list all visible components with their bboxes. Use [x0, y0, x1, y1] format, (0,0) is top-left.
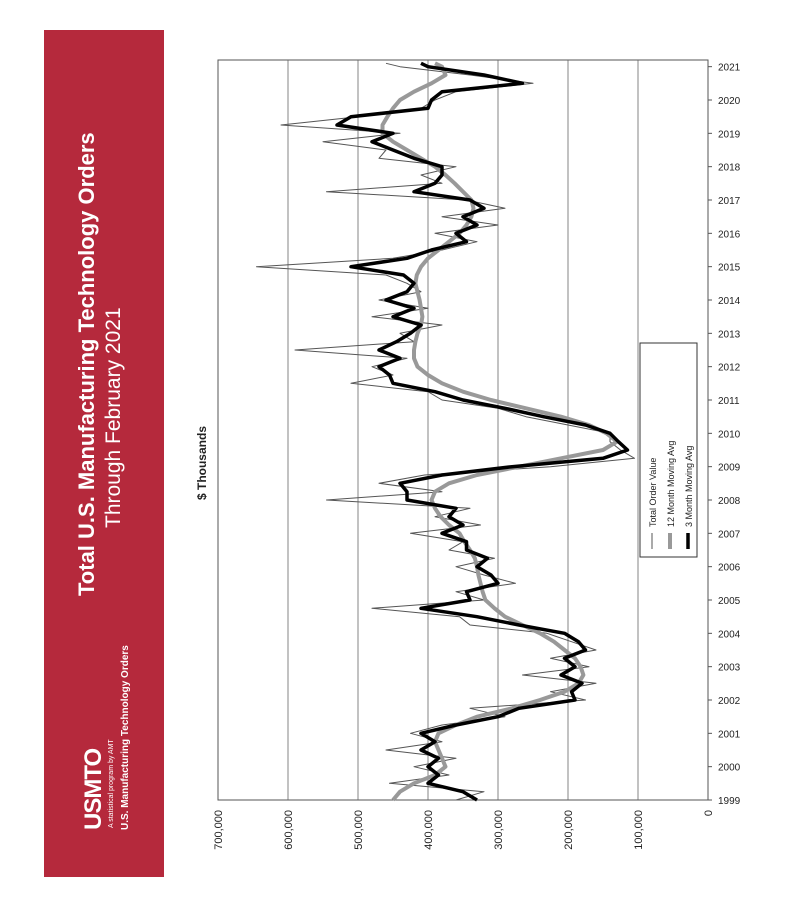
- y-tick-label: 600,000: [283, 810, 295, 850]
- x-tick-label: 2007: [718, 529, 741, 540]
- x-tick-label: 2006: [718, 563, 741, 574]
- x-tick-label: 2001: [718, 729, 741, 740]
- x-tick-label: 2004: [718, 629, 741, 640]
- y-tick-label: 200,000: [563, 810, 575, 850]
- x-tick-label: 2002: [718, 696, 741, 707]
- y-axis-label: $ Thousands: [195, 426, 209, 500]
- x-tick-label: 2000: [718, 763, 741, 774]
- x-tick-label: 2021: [718, 63, 741, 74]
- x-tick-label: 2010: [718, 429, 741, 440]
- x-tick-label: 2015: [718, 263, 741, 274]
- y-tick-label: 700,000: [213, 810, 225, 850]
- x-tick-label: 2011: [718, 396, 740, 407]
- x-tick-label: 2014: [718, 296, 741, 307]
- x-tick-label: 2020: [718, 96, 741, 107]
- x-tick-label: 2017: [718, 196, 741, 207]
- legend-label: 12 Month Moving Avg: [666, 441, 676, 527]
- y-tick-label: 300,000: [493, 810, 505, 850]
- x-tick-label: 2012: [718, 363, 741, 374]
- x-tick-label: 2005: [718, 596, 741, 607]
- title-banner: [44, 30, 164, 877]
- x-tick-label: 2008: [718, 496, 741, 507]
- x-tick-label: 2018: [718, 163, 741, 174]
- y-tick-label: 400,000: [423, 810, 435, 850]
- x-tick-label: 2019: [718, 129, 741, 140]
- legend: [639, 342, 698, 558]
- x-tick-label: 1999: [718, 796, 741, 807]
- x-tick-label: 2003: [718, 663, 741, 674]
- legend-label: 3 Month Moving Avg: [684, 446, 694, 527]
- y-tick-label: 500,000: [353, 810, 365, 850]
- legend-label: Total Order Value: [648, 458, 658, 527]
- series-line-0: [256, 62, 635, 801]
- plot-area: [217, 59, 709, 801]
- x-tick-label: 2013: [718, 329, 741, 340]
- y-tick-label: 100,000: [633, 810, 645, 850]
- series-line-2: [335, 61, 630, 802]
- x-tick-label: 2009: [718, 463, 741, 474]
- x-tick-label: 2016: [718, 229, 741, 240]
- y-tick-label: 0: [703, 810, 715, 816]
